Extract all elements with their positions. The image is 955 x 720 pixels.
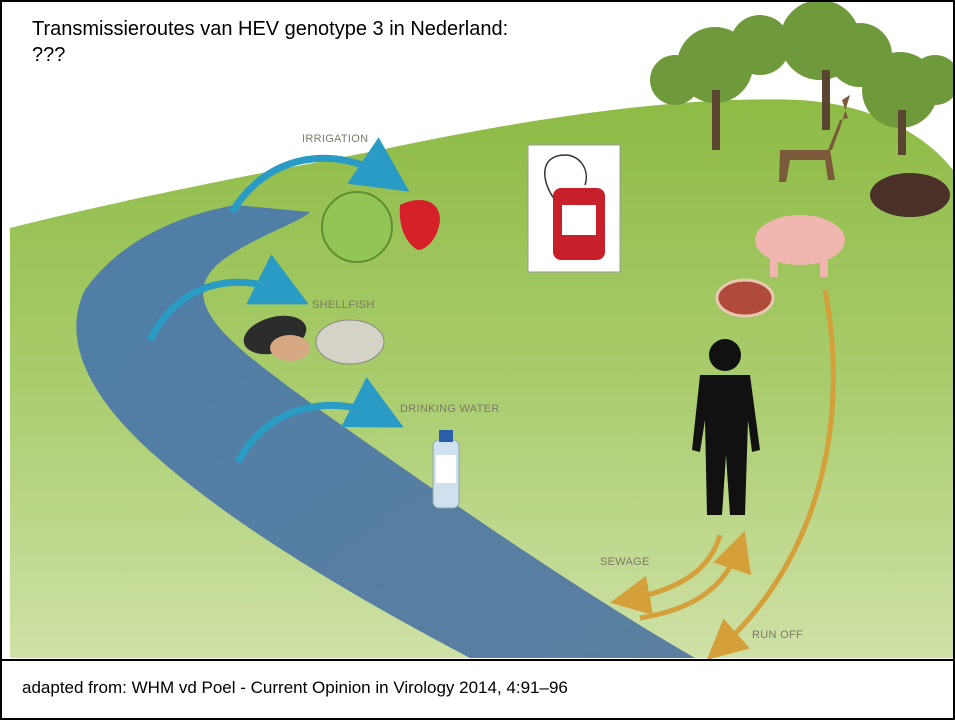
illustration: IRRIGATION SHELLFISH DRINKING WATER SEWA… <box>0 0 955 720</box>
pig-leg <box>820 255 828 277</box>
mussel-flesh <box>270 335 310 361</box>
slide: IRRIGATION SHELLFISH DRINKING WATER SEWA… <box>0 0 955 720</box>
route-label: SEWAGE <box>600 556 650 568</box>
route-label: IRRIGATION <box>302 133 368 145</box>
citation: adapted from: WHM vd Poel - Current Opin… <box>22 678 568 698</box>
bottle-cap <box>439 430 453 442</box>
bottle-label <box>436 455 456 483</box>
pig <box>755 215 845 265</box>
boar <box>870 173 950 217</box>
oyster <box>316 320 384 364</box>
route-label: SHELLFISH <box>312 299 375 311</box>
bag-label <box>562 205 596 235</box>
meat <box>717 280 773 316</box>
slide-title: Transmissieroutes van HEV genotype 3 in … <box>32 16 512 68</box>
route-label: DRINKING WATER <box>400 403 500 415</box>
cabbage <box>322 192 392 262</box>
route-label: RUN OFF <box>752 629 803 641</box>
pig-leg <box>770 255 778 277</box>
